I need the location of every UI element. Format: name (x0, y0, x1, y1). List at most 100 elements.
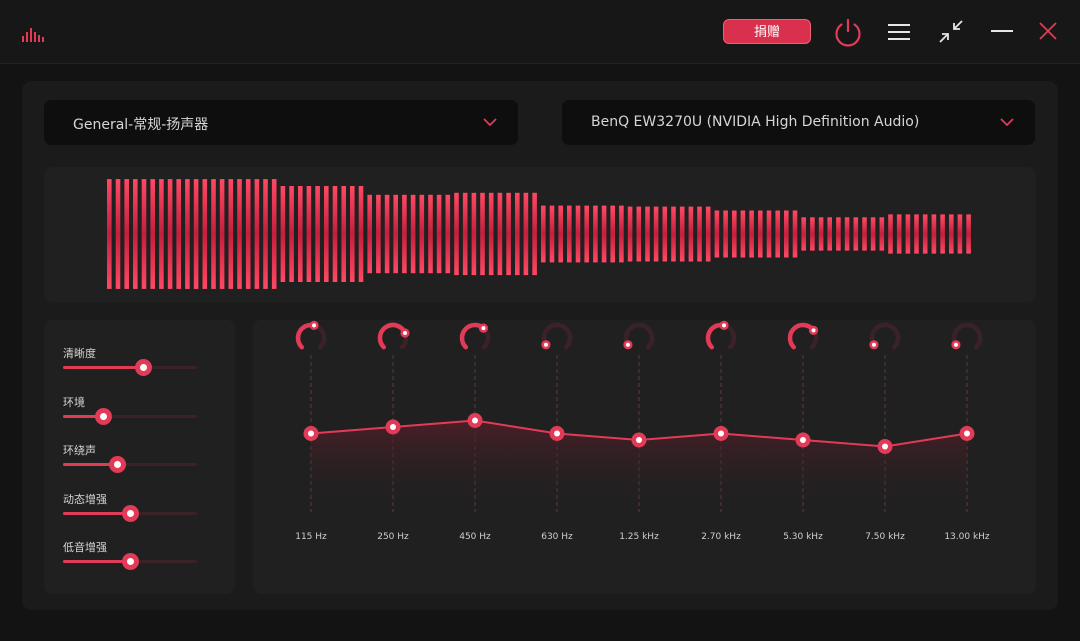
preset-select[interactable]: General-常规-扬声器 (44, 100, 518, 145)
eq-band-frequency: 250 Hz (377, 532, 409, 542)
spectrum-bar (176, 179, 181, 289)
effect-slider-handle[interactable] (108, 456, 126, 473)
eq-band-dial[interactable] (293, 320, 329, 356)
eq-band-handle-dot (964, 430, 970, 437)
spectrum-bar (601, 205, 607, 263)
effect-slider-handle[interactable] (122, 504, 139, 522)
menu-icon (888, 24, 910, 40)
dial-track (869, 322, 901, 350)
dial-track (623, 322, 655, 350)
compress-icon (939, 20, 963, 43)
spectrum-bars (107, 179, 971, 289)
spectrum-bar (133, 179, 138, 289)
effect-slider-handle[interactable] (135, 359, 153, 376)
spectrum-bar (810, 217, 815, 251)
spectrum-bar (376, 194, 381, 274)
spectrum-bar (515, 192, 520, 276)
effects-panel: 清晰度 环境 环绕声 动态增强 低音增强 (44, 320, 235, 594)
eq-band-handle-dot (554, 430, 560, 437)
eq-band-dial[interactable] (539, 320, 575, 356)
eq-band-dial[interactable] (949, 320, 985, 356)
eq-band-handle-dot (390, 424, 396, 430)
chevron-down-icon (1000, 118, 1014, 127)
spectrum-bar (497, 192, 503, 276)
spectrum-bar (645, 206, 650, 262)
eq-band-handle-dot (308, 430, 314, 437)
spectrum-bar (619, 205, 624, 263)
device-select[interactable]: BenQ EW3270U (NVIDIA High Definition Aud… (562, 100, 1035, 145)
effect-slider[interactable] (63, 359, 197, 376)
spectrum-bar (740, 210, 746, 258)
spectrum-bar (289, 186, 294, 282)
spectrum-bar (141, 179, 147, 289)
spectrum-bar (306, 186, 312, 282)
spectrum-bar (202, 179, 208, 289)
spectrum-bar (271, 179, 277, 289)
eq-band-dial[interactable] (375, 320, 411, 356)
spectrum-bar (332, 186, 338, 282)
spectrum-bar (792, 210, 798, 258)
effect-slider-handle[interactable] (122, 553, 139, 570)
spectrum-bar (584, 205, 589, 263)
equalizer-logo-icon (22, 24, 44, 42)
power-button[interactable] (828, 14, 868, 50)
spectrum-bar (263, 179, 268, 289)
eq-band-frequency: 1.25 kHz (619, 532, 659, 542)
power-icon (835, 18, 861, 47)
spectrum-bar (358, 186, 364, 282)
chevron-down-icon (483, 118, 497, 127)
dial-handle-dot (811, 328, 816, 333)
effect-slider[interactable] (63, 504, 197, 522)
spectrum-bar (679, 206, 685, 262)
effect-slider-fill (63, 463, 117, 466)
compress-button[interactable] (931, 14, 971, 50)
spectrum-bar (454, 192, 459, 276)
spectrum-bar (445, 194, 451, 274)
spectrum-bar (705, 206, 711, 262)
spectrum-bar (245, 179, 251, 289)
effect-slider-label: 动态增强 (63, 492, 107, 506)
spectrum-bar (931, 214, 937, 254)
eq-band-frequency: 5.30 kHz (783, 532, 823, 542)
spectrum-bar (827, 217, 832, 251)
spectrum-bar (506, 192, 511, 276)
spectrum-bar (280, 186, 286, 282)
equalizer-graph[interactable] (253, 320, 1036, 594)
spectrum-bar (549, 205, 555, 263)
close-button[interactable] (1028, 14, 1068, 50)
eq-band-frequency: 2.70 kHz (701, 532, 741, 542)
spectrum-bar (732, 210, 737, 258)
spectrum-bar (749, 210, 754, 258)
spectrum-bar (532, 192, 537, 276)
menu-button[interactable] (879, 14, 919, 50)
minimize-button[interactable] (982, 14, 1022, 50)
effect-slider-label: 环境 (63, 395, 85, 409)
spectrum-bar (888, 214, 893, 254)
effect-slider-handle[interactable] (95, 407, 113, 425)
eq-band-handle-dot (718, 430, 724, 437)
effect-slider-row: 清晰度 (63, 345, 203, 376)
effect-slider[interactable] (63, 456, 197, 473)
spectrum-bar (836, 217, 841, 251)
eq-band-dial[interactable] (785, 320, 821, 356)
spectrum-bar (488, 192, 494, 276)
spectrum-visualizer (44, 167, 1036, 302)
eq-band-frequency: 7.50 kHz (865, 532, 905, 542)
spectrum-bar (167, 179, 173, 289)
spectrum-bar (185, 179, 190, 289)
eq-band-frequency: 630 Hz (541, 532, 573, 542)
spectrum-bar (610, 205, 615, 263)
eq-band-dial[interactable] (457, 320, 493, 356)
donate-button[interactable]: 捐赠 (723, 19, 811, 44)
eq-band-dial[interactable] (867, 320, 903, 356)
spectrum-bar (784, 210, 789, 258)
effect-slider[interactable] (63, 553, 197, 570)
eq-band-dial[interactable] (621, 320, 657, 356)
eq-band-dial[interactable] (703, 320, 739, 356)
spectrum-bar (957, 214, 963, 254)
effect-slider[interactable] (63, 407, 197, 425)
spectrum-bar (697, 206, 702, 262)
spectrum-bar (419, 194, 425, 274)
effect-slider-row: 低音增强 (63, 539, 203, 570)
dial-handle-dot (953, 342, 958, 347)
